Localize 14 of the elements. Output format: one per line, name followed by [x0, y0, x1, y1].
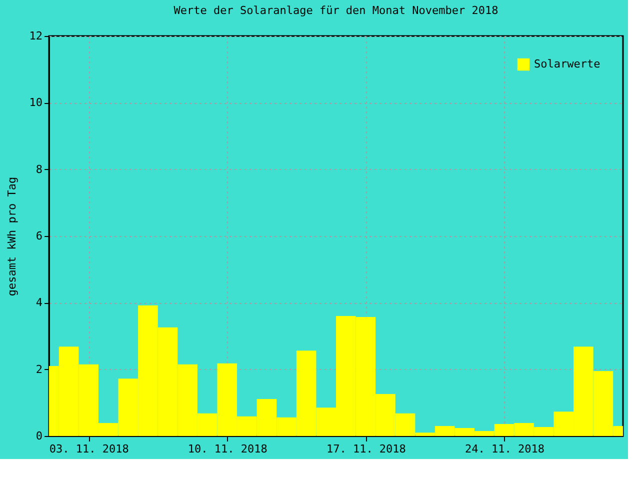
y-tick-label: 2	[36, 362, 42, 376]
y-tick-label: 6	[36, 230, 42, 242]
y-tick-label: 10	[29, 96, 42, 110]
x-tick-label: 17. 11. 2018	[326, 442, 406, 456]
y-tick-label: 12	[29, 30, 42, 42]
x-tick-label: 03. 11. 2018	[49, 442, 129, 456]
x-tick-label: 10. 11. 2018	[188, 442, 268, 456]
x-tick-label: 24. 11. 2018	[465, 442, 544, 456]
y-tick-label: 8	[36, 162, 42, 176]
y-tick-label: 0	[36, 430, 42, 442]
y-tick-label: 4	[36, 296, 43, 310]
legend-label: Solarwerte	[534, 58, 600, 70]
chart-title: Werte der Solaranlage für den Monat November 2018	[174, 4, 498, 17]
y-axis-title: gesamt kWh pro Tag	[5, 176, 18, 296]
